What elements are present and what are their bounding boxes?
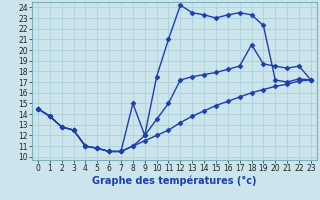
X-axis label: Graphe des températures (°c): Graphe des températures (°c) (92, 176, 257, 186)
